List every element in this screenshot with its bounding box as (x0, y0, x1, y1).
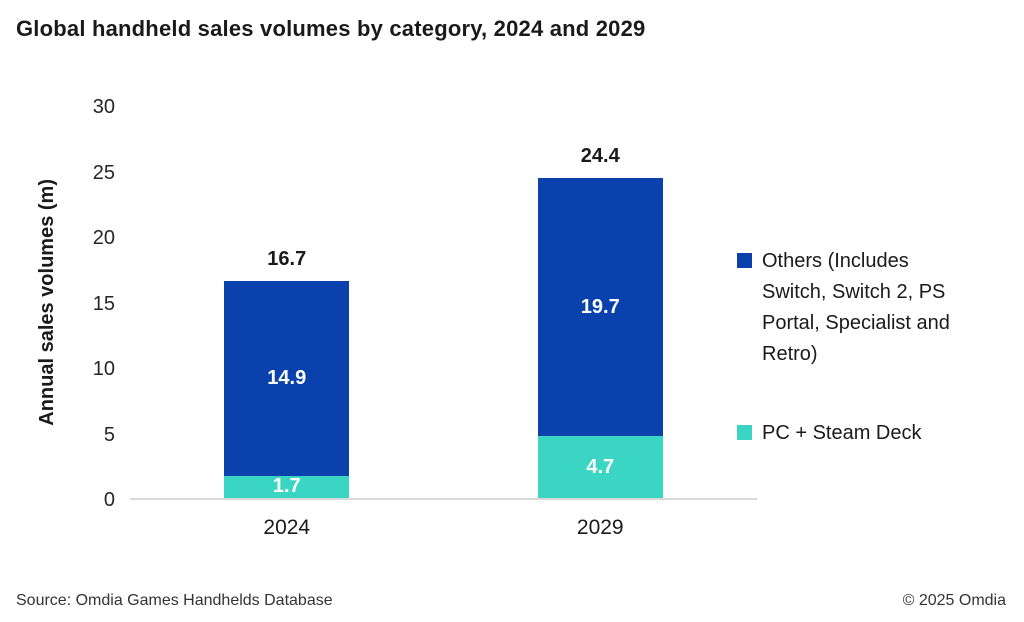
segment-value-label: 1.7 (272, 475, 301, 498)
plot-area: 1.7 14.9 16.7 4.7 19.7 24.4 (130, 105, 757, 500)
bar-group-2029: 4.7 19.7 24.4 (537, 105, 663, 498)
x-axis-label-2024: 2024 (263, 516, 311, 539)
legend-swatch-icon (737, 425, 752, 440)
y-axis-ticks: 0 5 10 15 20 25 30 (70, 96, 115, 511)
bar-total-label: 24.4 (580, 145, 620, 168)
legend-item: PC + Steam Deck (737, 418, 987, 449)
legend-label: PC + Steam Deck (762, 422, 922, 444)
legend-item: Others (Includes Switch, Switch 2, PS Po… (737, 246, 987, 370)
segment-value-label: 4.7 (586, 455, 615, 478)
y-tick-label: 30 (92, 96, 115, 118)
legend-label: Others (Includes Switch, Switch 2, PS Po… (762, 250, 950, 365)
y-axis-title-text: Annual sales volumes (m) (35, 179, 58, 426)
segment-value-label: 19.7 (580, 295, 620, 318)
y-tick-label: 5 (103, 423, 115, 446)
bar-group-2024: 1.7 14.9 16.7 (224, 105, 350, 498)
chart-legend: Others (Includes Switch, Switch 2, PS Po… (737, 246, 987, 449)
x-axis-labels: 2024 2029 (130, 516, 757, 550)
copyright-text: © 2025 Omdia (902, 592, 1006, 609)
legend-swatch-icon (737, 253, 752, 268)
bar-segment: 14.9 (224, 280, 350, 476)
y-axis-title: Annual sales volumes (m) (30, 105, 64, 500)
bar-segment: 19.7 (537, 178, 663, 437)
segment-value-label: 14.9 (267, 366, 307, 389)
bar-segment: 1.7 (224, 475, 350, 498)
chart-title: Global handheld sales volumes by categor… (16, 16, 646, 41)
y-tick-label: 15 (92, 292, 115, 315)
y-tick-label: 0 (103, 489, 115, 511)
source-text: Source: Omdia Games Handhelds Database (16, 592, 333, 609)
x-axis-label-2029: 2029 (576, 516, 624, 539)
y-tick-label: 25 (92, 161, 115, 184)
y-tick-label: 10 (92, 358, 115, 380)
bar-segment: 4.7 (537, 436, 663, 498)
bar-total-label: 16.7 (267, 247, 307, 270)
y-tick-label: 20 (92, 227, 115, 249)
